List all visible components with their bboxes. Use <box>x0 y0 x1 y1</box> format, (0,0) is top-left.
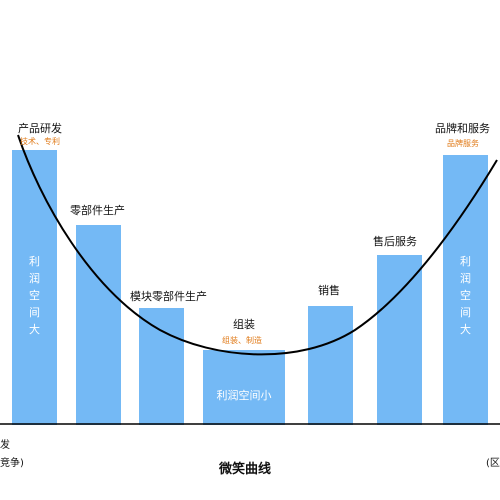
bar-after-sales <box>377 255 422 425</box>
inner-label-brand-service: 利润空间大 <box>460 255 471 336</box>
label-after-sales: 售后服务 <box>373 234 417 248</box>
label-product-rd: 产品研发 <box>18 121 62 135</box>
label-sales: 销售 <box>318 283 340 297</box>
bar-module-production <box>139 308 184 425</box>
bar-sales <box>308 306 353 425</box>
inner-label-product-rd: 利润空间大 <box>29 255 40 336</box>
left-axis-fragment-1: 发 <box>0 438 10 451</box>
bar-assembly <box>203 350 285 425</box>
right-axis-fragment: (区 <box>486 457 500 469</box>
sublabel-product-rd: 技术、专利 <box>20 136 60 146</box>
label-module-production: 模块零部件生产 <box>130 289 207 303</box>
label-assembly: 组装 <box>233 317 255 331</box>
bar-component-production <box>76 225 121 425</box>
sublabel-assembly: 组装、制造 <box>222 335 262 345</box>
left-axis-fragment-2: 竞争) <box>0 456 24 469</box>
bar-brand-service <box>443 155 488 425</box>
label-component-production: 零部件生产 <box>70 203 125 217</box>
bar-product-rd <box>12 150 57 425</box>
diagram-title: 微笑曲线 <box>218 461 271 477</box>
label-brand-service: 品牌和服务 <box>435 121 490 135</box>
inner-label-assembly: 利润空间小 <box>217 388 272 402</box>
smile-curve <box>17 134 498 356</box>
sublabel-brand-service: 品牌服务 <box>447 138 479 148</box>
